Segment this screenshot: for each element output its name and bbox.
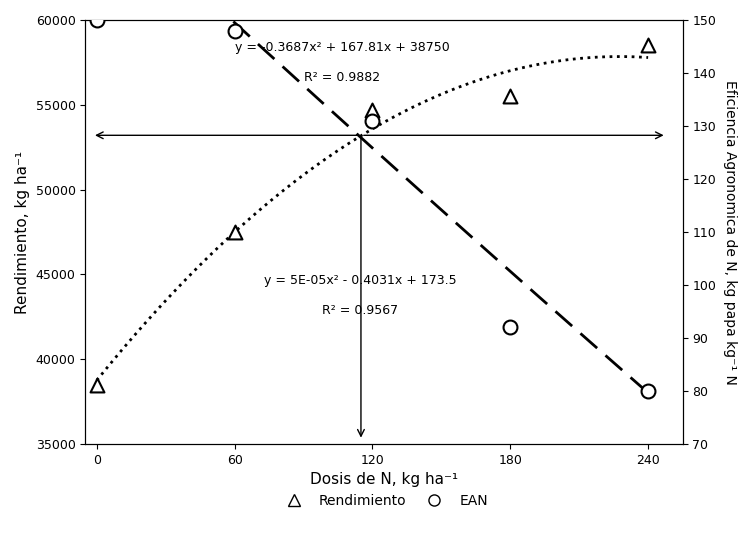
X-axis label: Dosis de N, kg ha⁻¹: Dosis de N, kg ha⁻¹ (310, 472, 458, 487)
Text: y = -0.3687x² + 167.81x + 38750: y = -0.3687x² + 167.81x + 38750 (235, 41, 450, 54)
Point (642, 387, 654, 395)
Legend: Rendimiento, EAN: Rendimiento, EAN (274, 488, 493, 513)
Point (91, 16, 103, 25)
Point (229, 227, 241, 236)
Point (642, 41, 654, 50)
Y-axis label: Rendimiento, kg ha⁻¹: Rendimiento, kg ha⁻¹ (15, 150, 30, 314)
Point (366, 116, 378, 125)
Point (229, 26, 241, 35)
Point (505, 323, 517, 332)
Point (505, 92, 517, 101)
Point (366, 105, 378, 114)
Text: R² = 0.9567: R² = 0.9567 (322, 304, 398, 317)
Point (91, 380, 103, 389)
Y-axis label: Eficiencia Agronomica de N, kg papa kg⁻¹ N: Eficiencia Agronomica de N, kg papa kg⁻¹… (723, 80, 737, 384)
Text: y = 5E-05x² - 0.4031x + 173.5: y = 5E-05x² - 0.4031x + 173.5 (264, 275, 456, 287)
Text: R² = 0.9882: R² = 0.9882 (304, 71, 381, 84)
